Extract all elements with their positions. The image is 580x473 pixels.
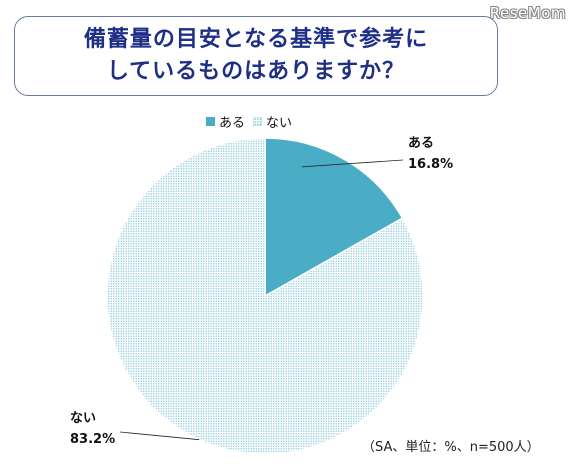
legend-item-nai: ない	[253, 112, 292, 131]
data-label-nai-name: ない	[70, 411, 96, 426]
legend-swatch-nai	[253, 117, 263, 126]
legend-item-aru: ある	[206, 112, 245, 131]
footnote: （SA、単位：%、n=500人）	[362, 440, 540, 455]
pie-slice-aru	[264, 137, 404, 298]
data-label-aru-name: ある	[408, 136, 434, 151]
legend-label-nai: ない	[266, 116, 293, 131]
legend-label-aru: ある	[219, 116, 246, 131]
data-label-aru-value: 16.8%	[408, 157, 453, 172]
resemom-watermark: ReseMom	[489, 4, 566, 22]
pie-slice-nai	[106, 137, 424, 455]
chart-title-line-2: しているものはありますか？	[106, 59, 406, 84]
legend-swatch-aru	[206, 117, 215, 126]
data-label-nai-value: 83.2%	[70, 432, 115, 447]
leader-line-aru	[301, 159, 404, 168]
chart-title-box: 備蓄量の目安となる基準で参考に しているものはありますか？	[14, 16, 498, 96]
data-label-nai: ない 83.2%	[70, 411, 200, 447]
chart-legend: ある ない	[206, 112, 292, 131]
data-label-aru: ある 16.8%	[301, 136, 453, 172]
pie-slices	[106, 137, 424, 455]
chart-title-line-1: 備蓄量の目安となる基準で参考に	[83, 27, 429, 52]
leader-line-nai	[119, 431, 200, 441]
